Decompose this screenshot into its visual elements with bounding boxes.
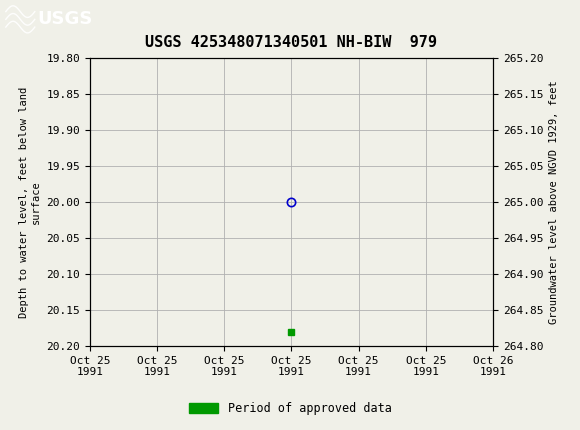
Legend: Period of approved data: Period of approved data bbox=[184, 397, 396, 420]
Y-axis label: Depth to water level, feet below land
surface: Depth to water level, feet below land su… bbox=[19, 86, 41, 318]
Text: USGS: USGS bbox=[38, 10, 93, 28]
Title: USGS 425348071340501 NH-BIW  979: USGS 425348071340501 NH-BIW 979 bbox=[146, 35, 437, 50]
Y-axis label: Groundwater level above NGVD 1929, feet: Groundwater level above NGVD 1929, feet bbox=[549, 80, 559, 324]
